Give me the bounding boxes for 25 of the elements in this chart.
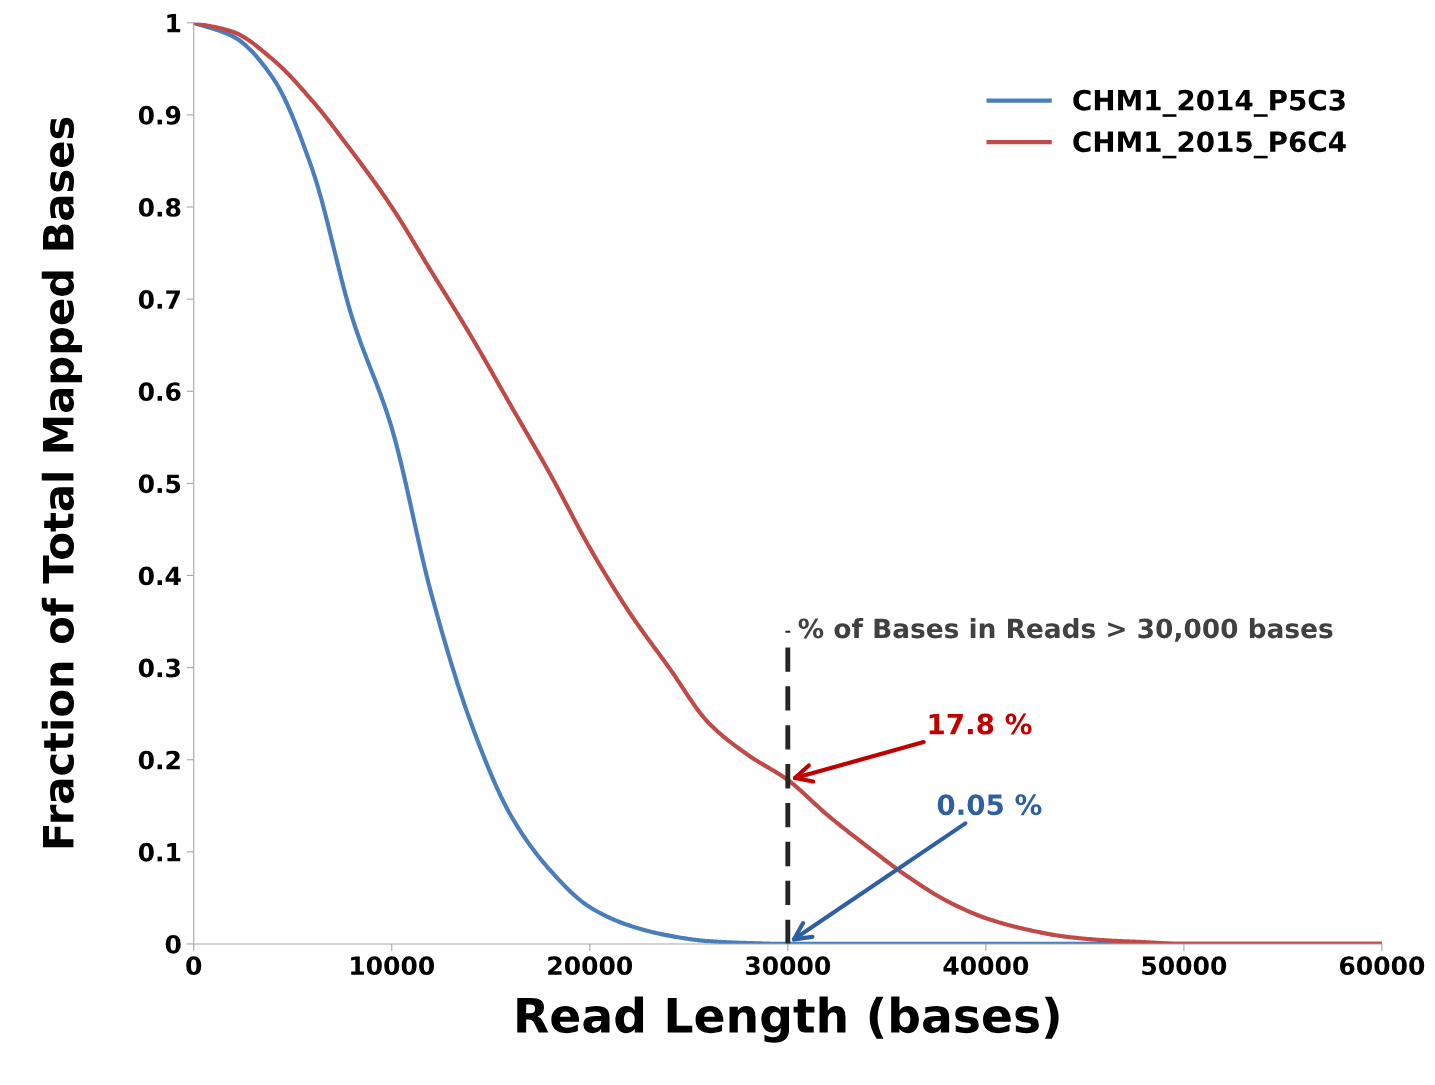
x-tick-label: 0	[186, 956, 202, 976]
y-axis-title: Fraction of Total Mapped Bases	[41, 117, 83, 848]
x-tick-label: 30000	[746, 956, 831, 976]
x-axis-title: Read Length (bases)	[517, 996, 1059, 1043]
y-tick-label: 0.2	[138, 750, 180, 770]
x-tick-label: 20000	[548, 956, 633, 976]
y-tick-label: 0.6	[138, 382, 181, 402]
annotation: 0.05 %	[937, 794, 1042, 816]
y-tick-label: 0	[165, 934, 181, 954]
y-tick-label: 0.8	[138, 197, 181, 217]
x-tick-label: 60000	[1339, 956, 1425, 976]
y-tick-label: 0.4	[138, 566, 181, 586]
x-tick-label: 40000	[943, 956, 1029, 976]
y-tick-label: 1	[167, 14, 181, 33]
legend-label: CHM1_2014_P5C3	[1073, 89, 1345, 117]
legend-label: CHM1_2015_P6C4	[1073, 131, 1346, 159]
y-tick-label: 0.1	[138, 842, 181, 862]
y-tick-label: 0.3	[138, 658, 180, 678]
y-tick-label: 0.5	[138, 474, 181, 494]
y-tick-label: 0.7	[138, 290, 180, 309]
y-tick-label: 0.9	[138, 105, 181, 125]
x-tick-label: 50000	[1142, 956, 1227, 976]
annotation: 17.8 %	[929, 713, 1032, 735]
x-tick-label: 10000	[351, 956, 435, 976]
ref-line-label: % of Bases in Reads > 30,000 bases	[798, 617, 1333, 642]
